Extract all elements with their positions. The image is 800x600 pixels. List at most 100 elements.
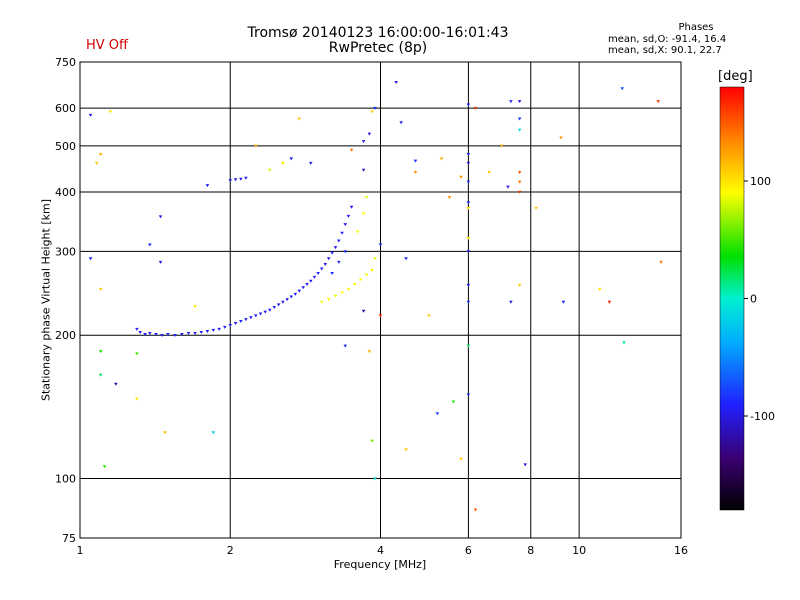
x-tick-labels: 1 2 4 6 8 10 16 xyxy=(77,544,689,557)
data-point-scatter xyxy=(659,260,663,264)
data-point-o-mode xyxy=(211,328,216,332)
data-point-x-mode xyxy=(319,300,324,304)
data-point-scatter xyxy=(473,508,478,512)
data-point-scatter xyxy=(98,153,103,157)
colorbar xyxy=(719,86,745,511)
data-point-o-mode xyxy=(239,320,243,324)
data-point-o-mode xyxy=(180,333,184,337)
data-point-x-mode xyxy=(364,273,369,277)
colorbar-tick-label: -100 xyxy=(750,410,775,423)
data-point-o-mode xyxy=(308,279,313,283)
data-point-o-mode xyxy=(244,176,248,180)
data-point-x-mode xyxy=(364,195,369,199)
data-point-o-mode xyxy=(346,214,351,218)
data-point-scatter xyxy=(343,344,348,348)
data-point-scatter xyxy=(413,171,418,175)
data-point-x-mode xyxy=(333,294,338,298)
data-point-scatter xyxy=(370,110,375,114)
y-tick-label: 400 xyxy=(55,186,76,199)
data-point-o-mode xyxy=(205,184,210,188)
data-point-scatter xyxy=(459,175,463,179)
data-point-scatter xyxy=(94,161,99,165)
data-point-scatter xyxy=(439,157,444,161)
data-point-o-mode xyxy=(333,246,338,250)
data-point-scatter xyxy=(427,314,431,318)
data-point-o-mode xyxy=(301,286,305,290)
x-axis-label: Frequency [MHz] xyxy=(333,558,427,571)
data-point-scatter xyxy=(281,161,285,165)
y-tick-label: 100 xyxy=(55,473,76,486)
data-point-scatter xyxy=(517,100,522,104)
data-point-scatter xyxy=(517,180,522,184)
data-point-scatter xyxy=(378,314,383,318)
data-point-o-mode xyxy=(319,267,324,271)
data-point-scatter xyxy=(267,168,272,172)
data-point-o-mode xyxy=(173,334,177,338)
data-point-scatter xyxy=(88,257,93,261)
data-point-scatter xyxy=(163,431,167,435)
data-point-o-mode xyxy=(160,334,164,338)
data-point-scatter xyxy=(373,106,377,110)
data-point-scatter xyxy=(367,350,372,354)
data-point-x-mode xyxy=(340,291,344,295)
data-point-o-mode xyxy=(143,333,147,337)
data-point-scatter xyxy=(620,87,625,91)
data-point-scatter xyxy=(509,300,513,304)
y-tick-label: 75 xyxy=(62,532,76,545)
x-tick-label: 10 xyxy=(572,544,586,557)
data-point-scatter xyxy=(399,121,403,125)
data-point-scatter xyxy=(656,100,660,104)
data-point-scatter xyxy=(370,439,375,443)
data-point-scatter xyxy=(517,128,522,132)
data-point-scatter xyxy=(135,397,139,401)
data-point-x-mode xyxy=(358,278,363,282)
data-point-o-mode xyxy=(281,300,285,304)
data-point-x-mode xyxy=(370,268,375,272)
data-point-scatter xyxy=(451,400,456,404)
data-point-o-mode xyxy=(199,330,204,334)
data-point-scatter xyxy=(466,201,471,205)
data-point-scatter xyxy=(466,206,471,210)
data-point-scatter xyxy=(523,463,528,467)
phase-stats-title: Phases xyxy=(678,22,714,33)
data-point-scatter xyxy=(148,243,152,247)
data-point-scatter xyxy=(297,117,302,121)
data-point-o-mode xyxy=(228,179,233,183)
data-point-o-mode xyxy=(297,289,302,293)
chart-subtitle: RwPretec (8p) xyxy=(328,40,428,56)
y-tick-label: 200 xyxy=(55,329,76,342)
data-point-scatter xyxy=(466,393,471,397)
hv-status: HV Off xyxy=(86,38,128,53)
data-point-scatter xyxy=(466,300,471,304)
data-point-scatter xyxy=(361,140,366,144)
data-point-scatter xyxy=(98,350,103,354)
x-tick-label: 16 xyxy=(674,544,688,557)
data-point-o-mode xyxy=(135,327,139,331)
data-point-scatter xyxy=(289,157,294,161)
data-point-scatter xyxy=(108,110,113,114)
data-point-scatter xyxy=(413,159,418,163)
data-point-o-mode xyxy=(343,223,348,227)
data-point-scatter xyxy=(473,106,478,110)
chart-title: Tromsø 20140123 16:00:00-16:01:43 xyxy=(247,25,509,41)
data-point-o-mode xyxy=(166,333,170,337)
data-point-scatter xyxy=(367,132,372,136)
data-point-o-mode xyxy=(323,263,328,267)
data-point-x-mode xyxy=(352,283,357,287)
plot-grid xyxy=(80,62,681,538)
data-point-o-mode xyxy=(233,178,238,182)
data-point-scatter xyxy=(466,283,471,287)
data-point-scatter xyxy=(517,171,522,175)
data-point-scatter xyxy=(114,382,118,386)
data-point-o-mode xyxy=(272,306,277,310)
data-point-scatter xyxy=(466,180,471,184)
data-point-o-mode xyxy=(228,323,233,327)
colorbar-ticks: 100 0 -100 xyxy=(744,175,775,423)
y-tick-label: 750 xyxy=(55,56,76,69)
colorbar-tick-label: 0 xyxy=(750,293,757,306)
data-point-scatter xyxy=(378,243,383,247)
data-point-scatter xyxy=(509,100,513,104)
y-tick-label: 500 xyxy=(55,140,76,153)
x-tick-label: 1 xyxy=(77,544,84,557)
